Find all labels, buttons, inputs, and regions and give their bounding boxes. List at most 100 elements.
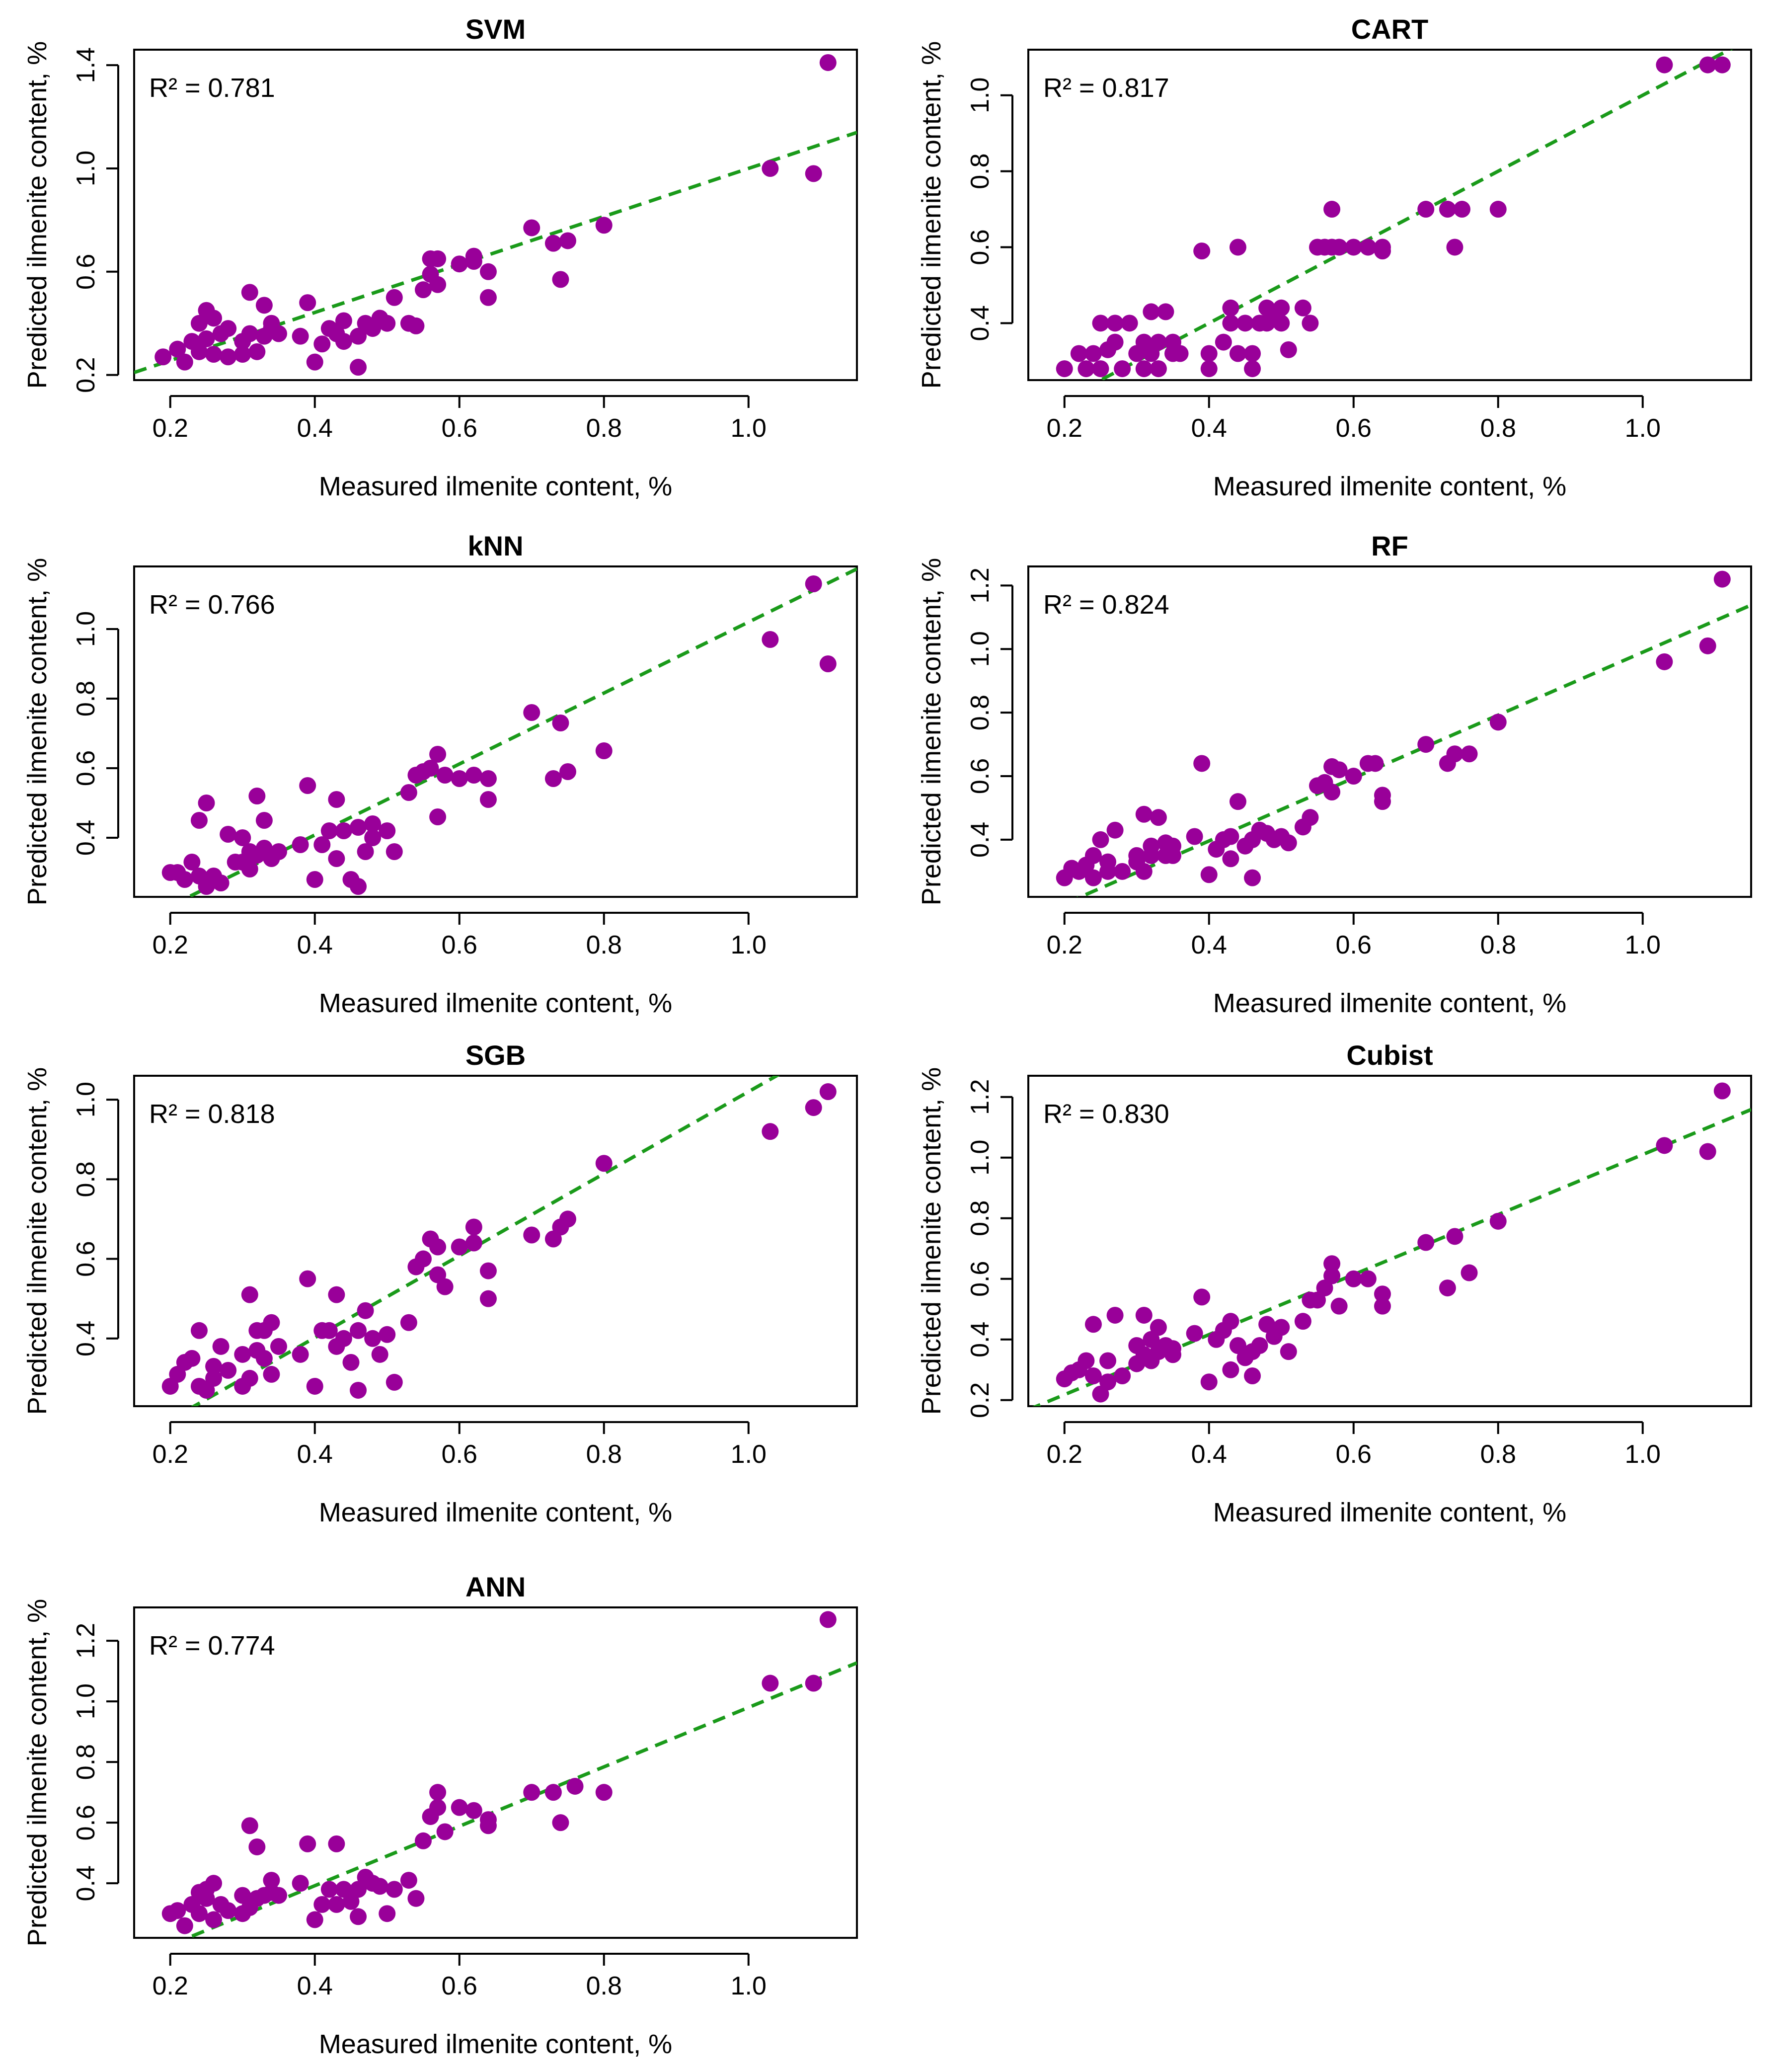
data-point [595,1784,613,1801]
y-tick-label: 0.2 [966,1382,995,1418]
data-point [479,1262,497,1279]
data-point [479,289,497,306]
y-axis-label: Predicted ilmenite content, % [22,41,52,389]
x-tick-label: 1.0 [731,414,767,443]
y-axis-label: Predicted ilmenite content, % [917,1067,946,1415]
data-point [1244,360,1261,378]
data-point [566,1777,584,1795]
x-axis-label: Measured ilmenite content, % [319,2029,672,2059]
data-point [1084,345,1102,362]
x-tick-label: 0.8 [1480,931,1516,959]
data-point [1359,1270,1377,1287]
y-tick-label: 1.2 [72,1623,100,1659]
data-point [429,1799,447,1816]
x-tick-label: 0.8 [1480,1440,1516,1469]
data-point [1222,299,1239,317]
data-point [544,770,562,787]
data-point [299,1835,316,1852]
data-point [335,1330,352,1347]
data-point [1699,1143,1716,1160]
data-point [220,826,237,843]
plot-frame [1027,1075,1752,1407]
data-point [479,1811,497,1829]
data-point [1461,1264,1478,1281]
y-tick-label: 0.8 [966,1200,995,1236]
r2-label: R² = 0.830 [1043,1099,1169,1129]
data-point [1150,360,1167,378]
data-point [263,1872,280,1889]
x-tick-label: 0.8 [586,414,622,443]
data-point [1143,303,1160,320]
data-point [1244,1367,1261,1384]
data-point [552,1814,569,1832]
data-point [306,871,323,888]
data-point [1417,736,1435,753]
data-point [385,1373,403,1391]
data-point [819,54,837,71]
r2-label: R² = 0.817 [1043,73,1169,103]
data-point [176,1917,193,1934]
y-tick-label: 0.4 [72,1321,100,1356]
data-point [255,1350,273,1367]
data-point [1323,1255,1341,1273]
data-point [190,343,208,360]
data-point [1135,805,1153,823]
data-point [1106,315,1124,332]
x-tick-label: 1.0 [731,931,767,959]
data-point [364,1330,382,1347]
data-point [1699,637,1716,654]
data-point [371,1346,388,1363]
data-point [415,1832,432,1849]
data-point [205,1369,223,1387]
data-point [234,1346,251,1363]
plot-area [1032,1082,1751,1406]
data-point [1280,341,1297,358]
x-tick-label: 0.6 [1336,414,1372,443]
data-point [1294,299,1311,317]
data-point [350,878,367,895]
plot-frame [133,565,858,898]
data-point [198,1890,215,1907]
data-point [1367,755,1384,772]
data-point [342,1893,360,1910]
data-point [350,359,367,376]
y-tick-label: 0.4 [72,1865,100,1901]
x-tick-label: 0.4 [1191,931,1227,959]
data-point [1374,242,1391,260]
chart-title: CART [1351,13,1429,45]
data-point [805,1674,822,1692]
data-point [255,297,273,314]
data-point [1143,847,1160,864]
data-point [422,760,439,777]
plot-frame [133,1606,858,1939]
data-point [400,1314,417,1331]
data-point [1446,745,1463,763]
x-tick-label: 0.6 [1336,1440,1372,1469]
x-tick-label: 1.0 [731,1972,767,2000]
data-point [379,1326,396,1343]
panel-1-cart: CART 0.2 0.4 0.6 0.8 1.0 Measured ilmenite con… [917,13,1752,501]
data-point [350,327,367,345]
data-point [306,1377,323,1395]
data-point [1164,1340,1181,1357]
y-tick-label: 0.8 [72,1744,100,1780]
data-point [379,1905,396,1922]
data-point [1106,821,1124,839]
data-point [198,795,215,811]
data-point [1236,315,1254,332]
data-point [220,320,237,337]
data-point [241,1286,258,1303]
data-point [1302,315,1319,332]
data-point [479,263,497,280]
y-tick-label: 0.2 [72,357,100,393]
data-point [1193,242,1211,260]
data-point [415,1250,432,1268]
x-tick-label: 0.4 [1191,414,1227,443]
plot-area [161,1076,837,1406]
data-point [335,1881,352,1898]
x-tick-label: 0.2 [1047,931,1082,959]
data-point [241,1369,258,1387]
data-point [241,1817,258,1834]
data-point [1244,869,1261,886]
data-point [465,1234,482,1252]
